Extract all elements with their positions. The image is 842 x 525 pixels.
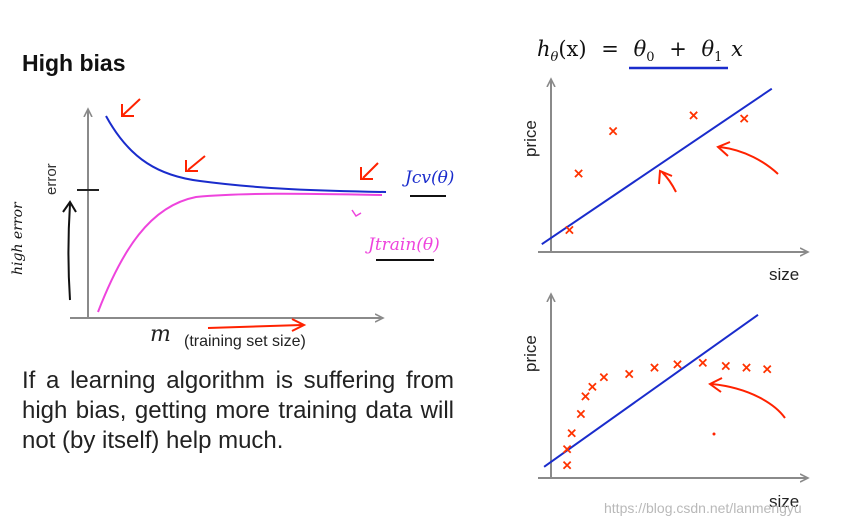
red-arrow-mid-icon [185, 155, 206, 172]
data-point-marker [739, 114, 749, 123]
red-arrow-plot-top-mid-icon [658, 169, 677, 193]
red-arrow-plot-bottom-icon [708, 377, 786, 419]
handwritten-high-error-note: high error [10, 201, 26, 275]
data-point-marker [650, 363, 659, 372]
data-point-marker [762, 364, 772, 374]
data-point-marker [673, 360, 682, 369]
formula-theta-subscript: θ [551, 50, 559, 65]
data-point-marker [588, 382, 597, 392]
svg-text:hθ(x) = θ0 +: hθ(x) = θ0 + θ1 x [537, 37, 743, 66]
data-point-marker [689, 111, 698, 120]
x-axis-label-training-set-size: (training set size) [184, 333, 306, 350]
jtrain-curve [97, 192, 383, 313]
formula-theta0: θ [634, 37, 647, 61]
stray-ink-dot [712, 432, 716, 436]
watermark: https://blog.csdn.net/lanmengyu [604, 500, 802, 516]
y-axis-label-error: error [43, 163, 60, 195]
data-point-marker [567, 428, 576, 438]
red-arrow-right-icon [360, 162, 379, 180]
x-axis-variable-m: m [150, 322, 171, 347]
plot-bottom-y-label: price [521, 335, 540, 372]
data-point-marker [721, 361, 731, 371]
formula-h: h [537, 37, 551, 61]
data-point-marker [581, 392, 590, 401]
formula-argument: (x) [558, 37, 586, 61]
formula-sub0: 0 [646, 50, 654, 65]
up-arrow-icon [62, 200, 77, 301]
data-point-marker [565, 225, 574, 235]
formula-plus: + [669, 37, 687, 61]
data-point-marker [574, 169, 583, 178]
formula-theta1: θ [702, 37, 715, 61]
data-point-marker [608, 126, 618, 136]
body-text: If a learning algorithm is suffering fro… [22, 367, 454, 454]
red-arrow-plot-top-right-icon [716, 141, 779, 175]
data-point-marker [698, 358, 708, 368]
data-point-marker [576, 409, 586, 419]
red-arrow-top-icon [121, 98, 141, 117]
data-point-marker [742, 363, 751, 372]
fit-line [541, 87, 773, 245]
scatter-plot-bottom: price size [521, 295, 807, 511]
fit-line [543, 313, 759, 468]
scatter-plot-top: price size [521, 80, 807, 284]
data-point-marker [562, 460, 572, 470]
jcv-label: Jcv(θ) [402, 168, 454, 188]
learning-curve-chart: error Jcv(θ) Jtrain(θ) high error [10, 98, 454, 350]
hypothesis-formula: hθ(x) = θ0 + θ1 x [537, 37, 743, 70]
plot-top-y-label: price [521, 120, 540, 157]
plot-bottom-x-label: size [769, 492, 799, 511]
jtrain-label: Jtrain(θ) [365, 235, 440, 255]
data-point-marker [599, 372, 609, 382]
data-point-marker [624, 369, 634, 379]
jcv-curve [105, 115, 387, 193]
data-point-marker [562, 444, 572, 454]
formula-x: x [731, 37, 743, 61]
formula-sub1: 1 [714, 50, 722, 65]
slide-title: High bias [22, 50, 126, 76]
red-arrow-x-axis-icon [207, 318, 307, 332]
jtrain-pointer-hook [351, 209, 362, 218]
formula-equals: = [601, 37, 619, 61]
plot-top-x-label: size [769, 265, 799, 284]
